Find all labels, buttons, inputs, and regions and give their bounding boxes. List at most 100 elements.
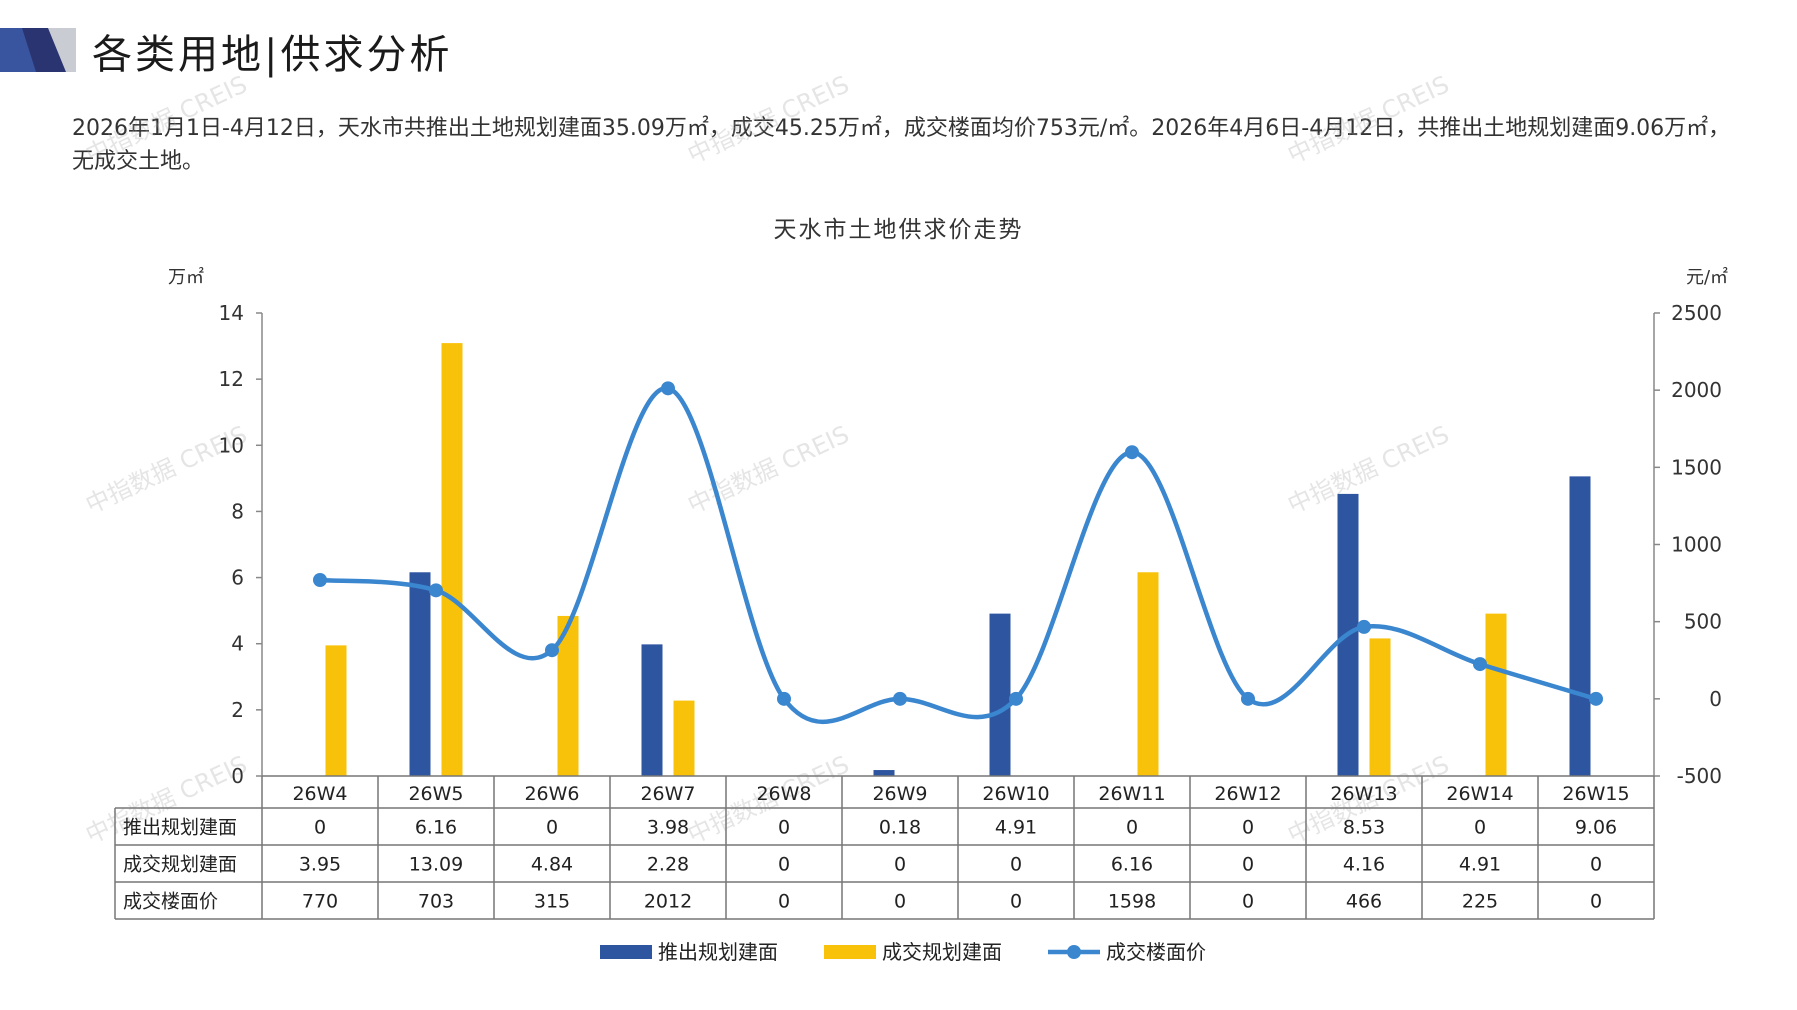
table-cell: 0 [1010, 891, 1022, 913]
left-tick-label: 0 [231, 764, 244, 788]
left-tick-label: 12 [219, 367, 244, 391]
table-cell: 315 [534, 891, 570, 913]
left-axis-unit: 万㎡ [168, 266, 204, 288]
bar-transaction [1137, 572, 1159, 776]
bar-supply [409, 572, 431, 776]
table-cell: 0 [1242, 891, 1254, 913]
right-tick-label: 2000 [1671, 378, 1722, 402]
left-tick-label: 4 [231, 632, 244, 656]
table-cell: 4.91 [995, 817, 1037, 839]
table-cell: 2.28 [647, 854, 689, 876]
price-point [1125, 445, 1139, 460]
bar-transaction [325, 645, 347, 776]
price-point [1473, 657, 1487, 672]
legend-label: 成交楼面价 [1106, 940, 1206, 964]
bar-supply [1569, 476, 1591, 776]
table-category: 26W15 [1562, 783, 1629, 805]
bar-transaction [557, 615, 579, 776]
price-point [1589, 691, 1603, 706]
price-point [893, 691, 907, 706]
legend-label: 推出规划建面 [658, 940, 778, 964]
summary-text: 2026年1月1日-4月12日，天水市共推出土地规划建面35.09万㎡，成交45… [72, 116, 1731, 174]
table-cell: 225 [1462, 891, 1498, 913]
table-cell: 466 [1346, 891, 1382, 913]
left-tick-label: 8 [231, 499, 244, 523]
table-cell: 0 [1242, 854, 1254, 876]
right-tick-label: -500 [1677, 764, 1722, 788]
legend-marker [1067, 945, 1081, 959]
legend-swatch [824, 945, 876, 959]
price-point [777, 691, 791, 706]
left-tick-label: 2 [231, 698, 244, 722]
table-row-label: 成交楼面价 [123, 891, 218, 913]
table-cell: 0 [1242, 817, 1254, 839]
table-cell: 703 [418, 891, 454, 913]
table-category: 26W5 [408, 783, 463, 805]
brand-logo [0, 28, 76, 72]
price-point [1357, 619, 1371, 634]
table-cell: 2012 [644, 891, 692, 913]
table-category: 26W12 [1214, 783, 1281, 805]
right-tick-label: 0 [1709, 687, 1722, 711]
table-cell: 0 [546, 817, 558, 839]
right-tick-label: 2500 [1671, 301, 1722, 325]
price-point [1241, 691, 1255, 706]
table-cell: 0.18 [879, 817, 921, 839]
table-cell: 4.91 [1459, 854, 1501, 876]
table-row-label: 成交规划建面 [123, 854, 237, 876]
table-cell: 0 [778, 891, 790, 913]
table-category: 26W9 [872, 783, 927, 805]
table-cell: 1598 [1108, 891, 1156, 913]
bar-transaction [441, 343, 463, 776]
table-cell: 13.09 [409, 854, 463, 876]
table-row-label: 推出规划建面 [123, 817, 237, 839]
page-title: 各类用地|供求分析 [92, 32, 453, 78]
right-tick-label: 500 [1684, 610, 1722, 634]
bar-supply [641, 644, 663, 776]
table-cell: 770 [302, 891, 338, 913]
legend-label: 成交规划建面 [882, 940, 1002, 964]
price-point [545, 643, 559, 658]
legend-swatch [600, 945, 652, 959]
table-category: 26W7 [640, 783, 695, 805]
table-cell: 8.53 [1343, 817, 1385, 839]
price-point [661, 381, 675, 396]
left-tick-label: 10 [219, 433, 244, 457]
price-point [1009, 691, 1023, 706]
table-category: 26W14 [1446, 783, 1513, 805]
table-cell: 0 [1126, 817, 1138, 839]
table-cell: 6.16 [1111, 854, 1153, 876]
table-cell: 9.06 [1575, 817, 1617, 839]
bar-transaction [673, 700, 695, 776]
chart-title: 天水市土地供求价走势 [773, 217, 1024, 243]
table-cell: 0 [1474, 817, 1486, 839]
table-cell: 0 [1010, 854, 1022, 876]
table-cell: 3.98 [647, 817, 689, 839]
table-cell: 0 [778, 817, 790, 839]
table-cell: 4.16 [1343, 854, 1385, 876]
bar-transaction [1485, 613, 1507, 776]
table-category: 26W6 [524, 783, 579, 805]
table-cell: 0 [778, 854, 790, 876]
right-tick-label: 1000 [1671, 533, 1722, 557]
table-cell: 0 [894, 891, 906, 913]
right-tick-label: 1500 [1671, 455, 1722, 479]
table-category: 26W10 [982, 783, 1049, 805]
table-cell: 0 [1590, 854, 1602, 876]
table-category: 26W4 [292, 783, 347, 805]
table-cell: 0 [314, 817, 326, 839]
table-cell: 0 [894, 854, 906, 876]
table-category: 26W13 [1330, 783, 1397, 805]
bar-transaction [1369, 638, 1391, 776]
bar-supply [989, 613, 1011, 776]
table-cell: 4.84 [531, 854, 573, 876]
table-cell: 6.16 [415, 817, 457, 839]
table-cell: 3.95 [299, 854, 341, 876]
left-tick-label: 6 [231, 566, 244, 590]
table-cell: 0 [1590, 891, 1602, 913]
price-point [429, 583, 443, 598]
right-axis-unit: 元/㎡ [1686, 266, 1728, 288]
bar-supply [873, 770, 895, 776]
price-point [313, 572, 327, 587]
